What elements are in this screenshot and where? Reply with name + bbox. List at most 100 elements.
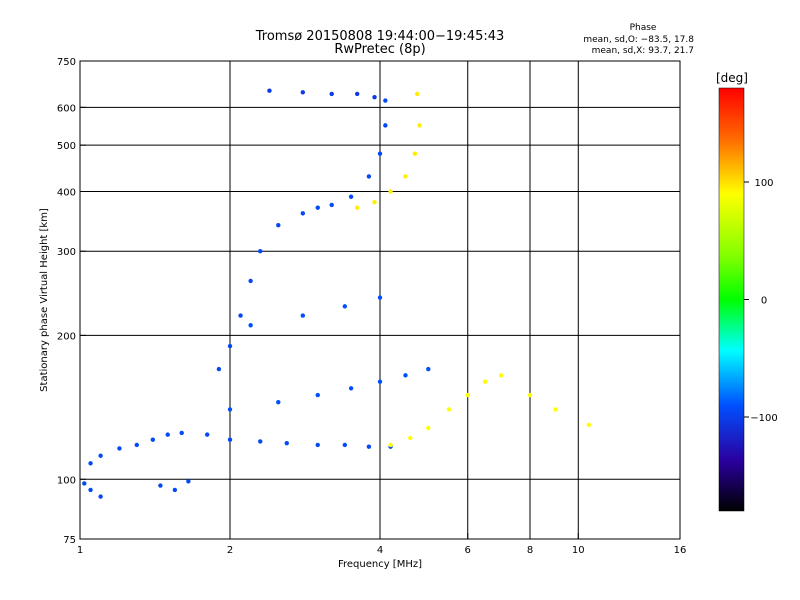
phase-box-x-stats: mean, sd,X: 93.7, 21.7 — [592, 46, 694, 56]
data-point — [527, 392, 533, 398]
data-point — [417, 123, 422, 128]
data-point — [342, 304, 348, 309]
colorbar-label: [deg] — [716, 71, 748, 85]
data-point — [238, 313, 243, 318]
data-point — [408, 435, 413, 441]
x-tick-label: 10 — [572, 545, 585, 556]
y-axis-label: Stationary phase Virtual Height [km] — [39, 208, 50, 392]
data-point — [172, 487, 178, 493]
data-point — [158, 483, 163, 488]
data-point — [377, 379, 383, 384]
data-point — [98, 453, 103, 458]
y-tick-label: 500 — [57, 141, 76, 152]
data-point — [300, 313, 306, 318]
y-tick-label: 400 — [57, 187, 76, 198]
x-tick-label: 8 — [527, 545, 533, 556]
data-point — [267, 88, 272, 93]
data-point — [88, 487, 93, 493]
data-point — [329, 91, 334, 97]
data-point — [372, 199, 377, 205]
data-point — [426, 425, 431, 431]
data-point — [300, 90, 306, 95]
phase-box-o-stats: mean, sd,O: −83.5, 17.8 — [583, 35, 694, 45]
data-point — [348, 386, 354, 391]
data-point — [98, 494, 103, 499]
data-point — [412, 151, 418, 156]
y-tick-label: 300 — [57, 247, 76, 258]
data-point — [227, 343, 233, 349]
data-point — [366, 174, 372, 179]
data-point — [315, 392, 320, 398]
data-point — [377, 295, 383, 300]
data-point — [498, 373, 504, 378]
y-tick-label: 100 — [57, 475, 76, 486]
colorbar-tick-label: −100 — [750, 413, 777, 424]
data-point — [248, 278, 253, 284]
data-point — [586, 422, 592, 428]
data-point — [276, 399, 281, 405]
data-point — [465, 392, 470, 398]
data-point — [446, 407, 452, 412]
colorbar — [718, 87, 745, 512]
data-point — [377, 151, 383, 156]
phase-box-title: Phase — [630, 23, 657, 33]
data-point — [82, 481, 87, 486]
data-point — [342, 442, 348, 448]
data-point — [204, 432, 210, 437]
data-point — [248, 323, 253, 328]
y-tick-label: 200 — [57, 331, 76, 342]
chart-title: Tromsø 20150808 19:44:00−19:45:43 — [255, 29, 505, 44]
data-point — [383, 123, 388, 128]
x-axis-label: Frequency [MHz] — [338, 559, 422, 570]
x-tick-label: 4 — [377, 545, 383, 556]
colorbar-tick-label: 0 — [761, 296, 767, 307]
data-point — [258, 439, 263, 444]
data-point — [258, 249, 263, 254]
y-tick-label: 600 — [57, 103, 76, 114]
colorbar-ticks: 100 0 −100 — [744, 178, 778, 424]
x-tick-label: 1 — [77, 545, 83, 556]
data-point — [388, 442, 393, 448]
colorbar-tick-label: 100 — [754, 178, 773, 189]
x-tick-label: 6 — [465, 545, 471, 556]
data-point — [276, 223, 281, 228]
data-point — [117, 446, 122, 451]
data-point — [329, 202, 334, 208]
data-point — [88, 461, 93, 466]
data-point — [348, 194, 354, 199]
data-point — [227, 407, 233, 412]
data-point — [388, 189, 393, 194]
chart-subtitle: RwPretec (8p) — [334, 42, 425, 57]
data-point — [403, 174, 408, 179]
data-point — [366, 444, 372, 449]
data-point — [300, 211, 306, 216]
data-point — [482, 379, 488, 384]
data-point — [227, 437, 233, 442]
x-axis-ticks: 1 2 4 6 8 10 16 — [77, 533, 687, 556]
data-point — [186, 479, 191, 484]
data-point — [414, 91, 420, 97]
y-tick-label: 750 — [57, 57, 76, 68]
data-point — [315, 205, 320, 210]
data-point — [383, 98, 388, 103]
data-point — [216, 366, 222, 372]
x-tick-label: 2 — [227, 545, 233, 556]
data-point — [150, 437, 156, 442]
data-point — [553, 407, 558, 412]
data-point — [315, 442, 320, 448]
y-tick-label: 75 — [63, 535, 76, 546]
data-point — [165, 432, 170, 437]
grid-lines — [80, 61, 680, 539]
y-axis-ticks: 75 100 200 300 400 500 600 750 — [57, 57, 86, 546]
data-point — [134, 442, 139, 448]
x-tick-label: 16 — [674, 545, 687, 556]
data-point — [354, 91, 360, 97]
data-point — [426, 366, 431, 372]
data-point — [354, 205, 360, 210]
data-point — [284, 440, 289, 446]
data-point — [179, 430, 184, 436]
scatter-points — [82, 88, 592, 499]
data-point — [403, 373, 408, 378]
data-point — [372, 94, 377, 100]
